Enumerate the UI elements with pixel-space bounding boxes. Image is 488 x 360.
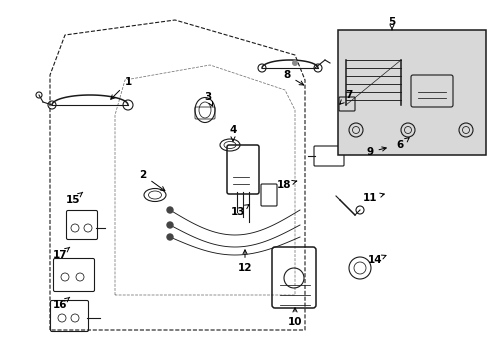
Circle shape xyxy=(167,222,173,228)
Text: 11: 11 xyxy=(362,193,384,203)
Text: 18: 18 xyxy=(276,180,296,190)
Text: 7: 7 xyxy=(339,90,352,104)
Bar xyxy=(337,30,485,155)
Text: 9: 9 xyxy=(366,147,386,157)
Text: 13: 13 xyxy=(230,204,248,217)
Circle shape xyxy=(291,60,297,66)
Text: 15: 15 xyxy=(65,192,82,205)
Circle shape xyxy=(167,234,173,240)
Text: 8: 8 xyxy=(283,70,303,85)
Text: 14: 14 xyxy=(367,255,385,265)
Text: 12: 12 xyxy=(237,250,252,273)
Text: 10: 10 xyxy=(287,308,302,327)
Text: 5: 5 xyxy=(387,17,395,30)
Text: 2: 2 xyxy=(139,170,164,191)
Text: 6: 6 xyxy=(396,138,408,150)
Text: 4: 4 xyxy=(229,125,236,141)
Text: 16: 16 xyxy=(53,297,70,310)
Text: 1: 1 xyxy=(110,77,131,99)
Text: 17: 17 xyxy=(53,247,70,260)
Text: 3: 3 xyxy=(204,92,212,106)
Circle shape xyxy=(167,207,173,213)
